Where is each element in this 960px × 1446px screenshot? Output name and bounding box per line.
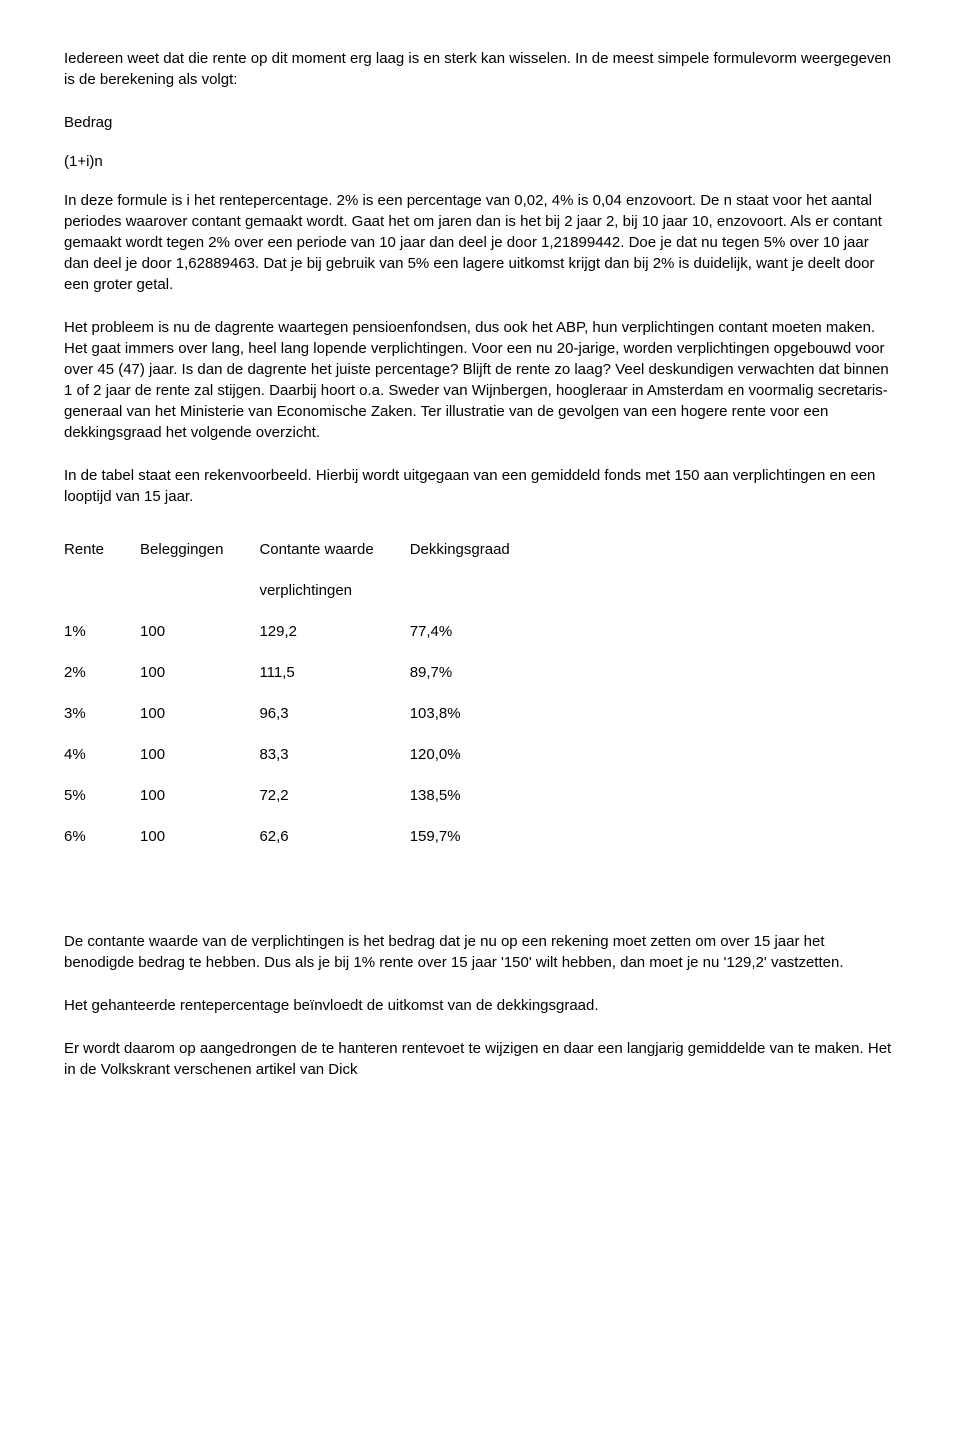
- cell: 4%: [64, 734, 140, 775]
- cell: 2%: [64, 652, 140, 693]
- table-row: 5% 100 72,2 138,5%: [64, 775, 546, 816]
- paragraph: Het probleem is nu de dagrente waartegen…: [64, 317, 896, 443]
- cell: 100: [140, 816, 259, 857]
- cell: 138,5%: [410, 775, 546, 816]
- table-row: 2% 100 111,5 89,7%: [64, 652, 546, 693]
- cell: 100: [140, 734, 259, 775]
- cell: 96,3: [259, 693, 409, 734]
- cell: 1%: [64, 611, 140, 652]
- cell: 129,2: [259, 611, 409, 652]
- table-row: 4% 100 83,3 120,0%: [64, 734, 546, 775]
- formula-label: Bedrag: [64, 112, 896, 133]
- cell: 5%: [64, 775, 140, 816]
- paragraph: Iedereen weet dat die rente op dit momen…: [64, 48, 896, 90]
- col-header: Rente: [64, 529, 140, 570]
- paragraph: De contante waarde van de verplichtingen…: [64, 931, 896, 973]
- col-subheader: [64, 570, 140, 611]
- paragraph: Er wordt daarom op aangedrongen de te ha…: [64, 1038, 896, 1080]
- cell: 100: [140, 652, 259, 693]
- cell: 83,3: [259, 734, 409, 775]
- col-header: Contante waarde: [259, 529, 409, 570]
- cell: 111,5: [259, 652, 409, 693]
- paragraph: In de tabel staat een rekenvoorbeeld. Hi…: [64, 465, 896, 507]
- cell: 3%: [64, 693, 140, 734]
- table-row: 3% 100 96,3 103,8%: [64, 693, 546, 734]
- cell: 103,8%: [410, 693, 546, 734]
- table-header-row: Rente Beleggingen Contante waarde Dekkin…: [64, 529, 546, 570]
- cell: 100: [140, 611, 259, 652]
- cell: 77,4%: [410, 611, 546, 652]
- cell: 62,6: [259, 816, 409, 857]
- spacer: [64, 871, 896, 931]
- cell: 100: [140, 693, 259, 734]
- cell: 89,7%: [410, 652, 546, 693]
- cell: 72,2: [259, 775, 409, 816]
- col-subheader: [140, 570, 259, 611]
- cell: 120,0%: [410, 734, 546, 775]
- col-header: Dekkingsgraad: [410, 529, 546, 570]
- paragraph: In deze formule is i het rentepercentage…: [64, 190, 896, 295]
- formula: (1+i)n: [64, 151, 896, 172]
- cell: 6%: [64, 816, 140, 857]
- col-subheader: verplichtingen: [259, 570, 409, 611]
- col-subheader: [410, 570, 546, 611]
- cell: 100: [140, 775, 259, 816]
- cell: 159,7%: [410, 816, 546, 857]
- data-table: Rente Beleggingen Contante waarde Dekkin…: [64, 529, 546, 857]
- paragraph: Het gehanteerde rentepercentage beïnvloe…: [64, 995, 896, 1016]
- table-subheader-row: verplichtingen: [64, 570, 546, 611]
- table-row: 1% 100 129,2 77,4%: [64, 611, 546, 652]
- table-row: 6% 100 62,6 159,7%: [64, 816, 546, 857]
- col-header: Beleggingen: [140, 529, 259, 570]
